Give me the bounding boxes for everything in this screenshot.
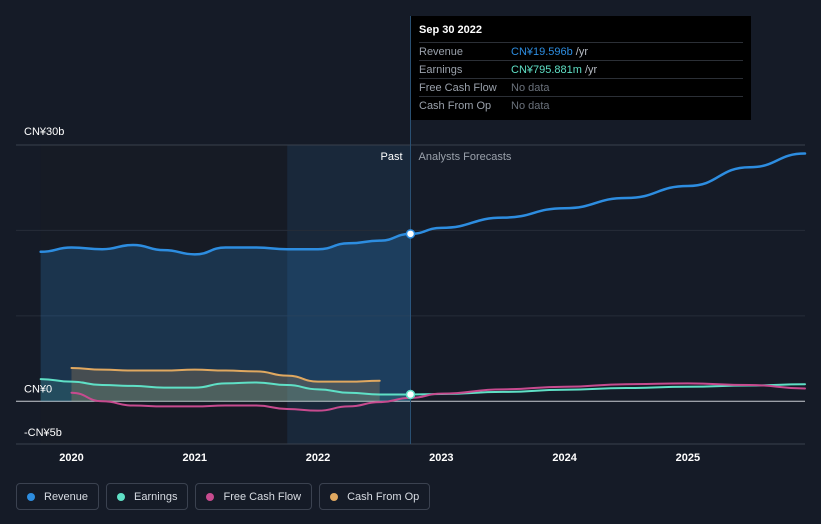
legend-dot-icon [330,492,339,501]
legend-dot-icon [27,492,35,501]
y-tick-label: -CN¥5b [24,427,62,439]
tooltip-label: Cash From Op [419,99,492,112]
series-line-earnings [39,378,806,396]
legend-label: Free Cash Flow [223,490,302,503]
legend-item-revenue[interactable]: Revenue [16,483,100,510]
tooltip-unit: /yr [575,45,589,58]
legend-label: Cash From Op [347,490,420,503]
tooltip-row-cash-from-op: Cash From Op No data [419,96,743,114]
tooltip-date: Sep 30 2022 [419,24,482,36]
marker-earnings [405,389,416,400]
legend-label: Revenue [44,490,89,503]
x-tick-label: 2022 [306,452,330,464]
tooltip-value: CN¥19.596b [511,45,573,58]
tooltip-unit: /yr [584,63,598,76]
y-tick-label: CN¥0 [24,383,52,395]
forecast-label: Analysts Forecasts [419,151,512,163]
x-tick-label: 2020 [59,452,83,464]
chart-legend: Revenue Earnings Free Cash Flow Cash Fro… [16,483,431,511]
legend-item-free-cash-flow[interactable]: Free Cash Flow [195,483,313,510]
tooltip-value: No data [511,99,550,112]
x-tick-label: 2023 [429,452,453,464]
x-tick-label: 2024 [552,452,577,464]
area-cash-from-op [71,367,380,402]
tooltip-value: No data [511,81,550,94]
tooltip-label: Free Cash Flow [419,81,497,94]
y-tick-label: CN¥30b [24,126,64,138]
legend-item-earnings[interactable]: Earnings [106,483,189,510]
x-tick-label: 2021 [183,452,207,464]
marker-revenue [405,229,416,239]
legend-dot-icon [117,492,126,501]
series-line-free-cash-flow [70,382,806,412]
legend-label: Earnings [134,490,178,503]
x-tick-label: 2025 [676,452,700,464]
area-earnings [40,379,411,402]
data-tooltip: Sep 30 2022 Revenue CN¥19.596b /yr Earni… [411,16,751,120]
tooltip-row-earnings: Earnings CN¥795.881m /yr [419,60,743,78]
series-line-cash-from-op [70,366,381,383]
past-label: Past [380,151,402,163]
tooltip-value: CN¥795.881m [511,63,582,76]
area-revenue [40,233,411,402]
series-line-revenue [39,152,807,256]
legend-dot-icon [206,492,215,501]
tooltip-label: Revenue [419,45,464,58]
legend-item-cash-from-op[interactable]: Cash From Op [319,483,431,510]
tooltip-row-free-cash-flow: Free Cash Flow No data [419,78,743,96]
tooltip-row-revenue: Revenue CN¥19.596b /yr [419,42,743,60]
tooltip-label: Earnings [419,63,463,76]
